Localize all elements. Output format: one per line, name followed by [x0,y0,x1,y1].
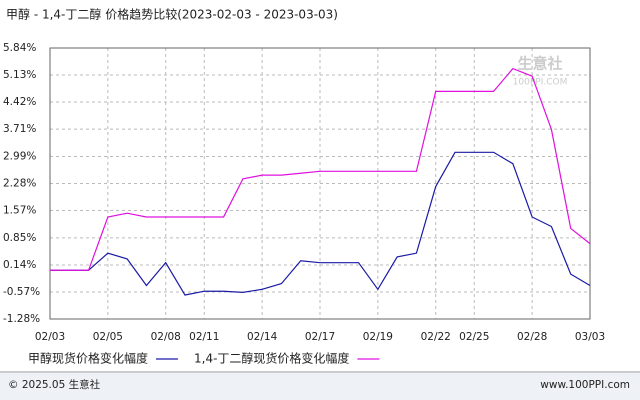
x-tick-label: 02/08 [151,331,181,343]
watermark-sub: 100PPI.COM [513,78,568,88]
x-tick-label: 02/14 [247,331,278,343]
x-tick-label: 02/03 [35,331,65,343]
x-tick-label: 02/19 [363,331,393,343]
y-tick-label: -1.28% [3,313,40,325]
y-tick-label: 0.85% [3,232,36,244]
plot-frame [49,47,591,320]
y-tick-label: 3.71% [3,123,36,135]
y-tick-label: 4.42% [3,96,36,108]
footer-band [0,373,640,400]
x-tick-label: 02/11 [189,331,219,343]
y-tick-label: 5.13% [3,69,36,81]
y-tick-label: -0.57% [3,286,40,298]
footer-right: www.100PPI.com [540,379,630,391]
chart-title: 甲醇 - 1,4-丁二醇 价格趋势比较(2023-02-03 - 2023-03… [6,7,338,22]
x-tick-label: 02/25 [459,331,489,343]
y-tick-label: 2.99% [3,150,36,162]
x-tick-label: 02/28 [517,331,547,343]
watermark: 生意社 [517,55,562,73]
x-tick-label: 02/22 [421,331,451,343]
y-tick-label: 5.84% [3,42,36,54]
series-line [50,67,591,271]
series-line [50,151,591,296]
y-tick-label: 1.57% [3,205,36,217]
legend-label: 1,4-丁二醇现货价格变化幅度 [194,351,349,366]
x-tick-label: 02/05 [93,331,123,343]
legend-label: 甲醇现货价格变化幅度 [28,351,148,366]
x-tick-label: 02/17 [305,331,335,343]
y-tick-label: 0.14% [3,259,36,271]
x-tick-label: 03/03 [575,331,605,343]
y-tick-label: 2.28% [3,178,36,190]
footer-left: © 2025.05 生意社 [8,378,101,391]
